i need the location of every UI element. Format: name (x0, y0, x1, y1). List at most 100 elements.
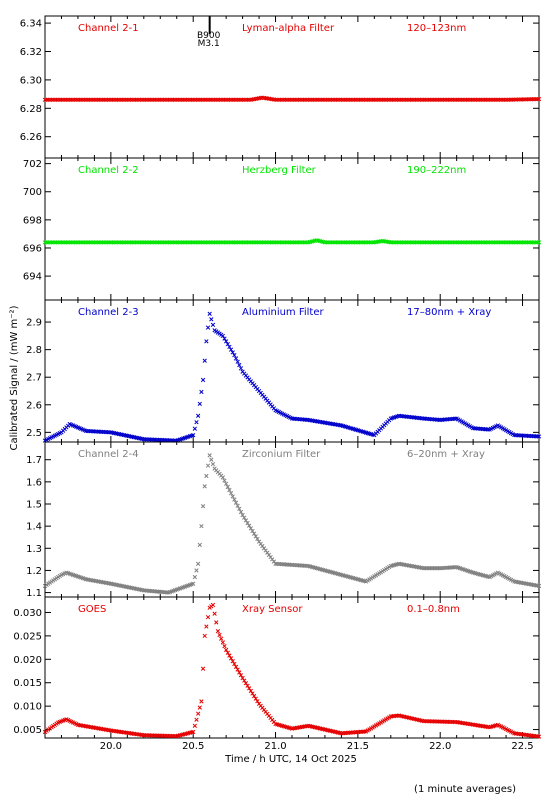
data-point (317, 97, 323, 102)
data-point (406, 240, 412, 245)
data-point (489, 97, 494, 102)
data-point (228, 240, 234, 245)
data-point (232, 352, 237, 358)
data-point (298, 97, 303, 102)
data-point (513, 97, 519, 102)
data-point (169, 97, 174, 102)
data-point (194, 717, 199, 722)
data-point (47, 97, 53, 102)
data-point (210, 461, 216, 467)
data-point (123, 97, 128, 102)
data-point (296, 97, 301, 102)
data-point (278, 240, 283, 245)
data-point (413, 97, 418, 102)
data-point (240, 97, 245, 102)
data-point (352, 240, 357, 245)
data-point (139, 240, 145, 245)
data-point (426, 566, 431, 571)
data-point (429, 240, 435, 245)
data-point (382, 97, 387, 102)
data-point (344, 240, 349, 245)
data-point (95, 240, 100, 245)
data-point (464, 97, 469, 102)
data-point (232, 240, 237, 245)
data-point (179, 240, 184, 245)
data-point (177, 97, 183, 102)
data-point (237, 97, 242, 102)
data-point (293, 97, 298, 102)
data-point (214, 620, 219, 625)
data-point (494, 97, 499, 102)
data-point (324, 97, 329, 102)
data-point (121, 240, 127, 245)
data-point (184, 97, 189, 102)
data-point (97, 97, 102, 102)
data-point (232, 497, 237, 502)
data-point (413, 240, 418, 245)
data-point (141, 97, 146, 102)
data-point (222, 336, 227, 341)
data-point (167, 97, 173, 102)
data-point (88, 97, 94, 102)
data-point (479, 240, 484, 245)
data-point (131, 240, 137, 245)
data-point (401, 97, 407, 102)
data-point (253, 534, 258, 539)
data-point (199, 240, 204, 245)
data-point (217, 97, 222, 102)
data-point (393, 97, 398, 102)
data-point (181, 240, 186, 245)
data-point (291, 97, 296, 102)
data-point (367, 240, 372, 245)
data-point (85, 240, 90, 245)
data-point (243, 97, 249, 102)
data-point (536, 96, 542, 102)
data-point (215, 629, 221, 634)
data-point (505, 240, 510, 245)
data-point (192, 97, 198, 102)
data-point (395, 97, 400, 102)
data-point (242, 515, 247, 520)
data-point (220, 97, 225, 102)
y-tick-label: 0.005 (13, 725, 42, 736)
data-point (98, 97, 104, 102)
data-point (92, 240, 97, 245)
data-point (177, 240, 183, 245)
data-point (219, 97, 224, 102)
panel-frame (44, 15, 540, 159)
data-point (194, 420, 199, 425)
data-point (444, 97, 449, 102)
data-point (227, 487, 232, 493)
data-point (52, 240, 58, 245)
data-point (240, 675, 245, 681)
data-point (77, 240, 82, 245)
data-point (535, 240, 540, 245)
data-point (222, 240, 227, 245)
data-point (411, 97, 417, 102)
data-point (148, 240, 153, 245)
chart-panels: 6.26 6.28 6.30 6.32 6.34 Channel 2-1 Lyman-alp… (13, 15, 542, 752)
data-point (118, 240, 123, 245)
y-tick-label: 0.010 (13, 702, 42, 713)
data-point (164, 240, 170, 245)
data-point (475, 240, 481, 245)
data-point (439, 97, 445, 102)
data-point (423, 240, 428, 245)
data-point (492, 97, 497, 102)
data-point (536, 240, 542, 245)
data-point (368, 240, 374, 245)
data-point (433, 240, 438, 245)
data-point (403, 240, 408, 245)
data-point (365, 97, 370, 102)
data-point (419, 240, 425, 245)
data-point (110, 240, 115, 245)
data-point (306, 97, 311, 102)
data-point (485, 240, 491, 245)
data-point (250, 240, 255, 245)
data-point (194, 240, 199, 245)
data-point (194, 97, 199, 102)
data-point (100, 97, 105, 102)
data-point (335, 240, 341, 245)
data-point (279, 240, 285, 245)
data-point (166, 97, 171, 102)
